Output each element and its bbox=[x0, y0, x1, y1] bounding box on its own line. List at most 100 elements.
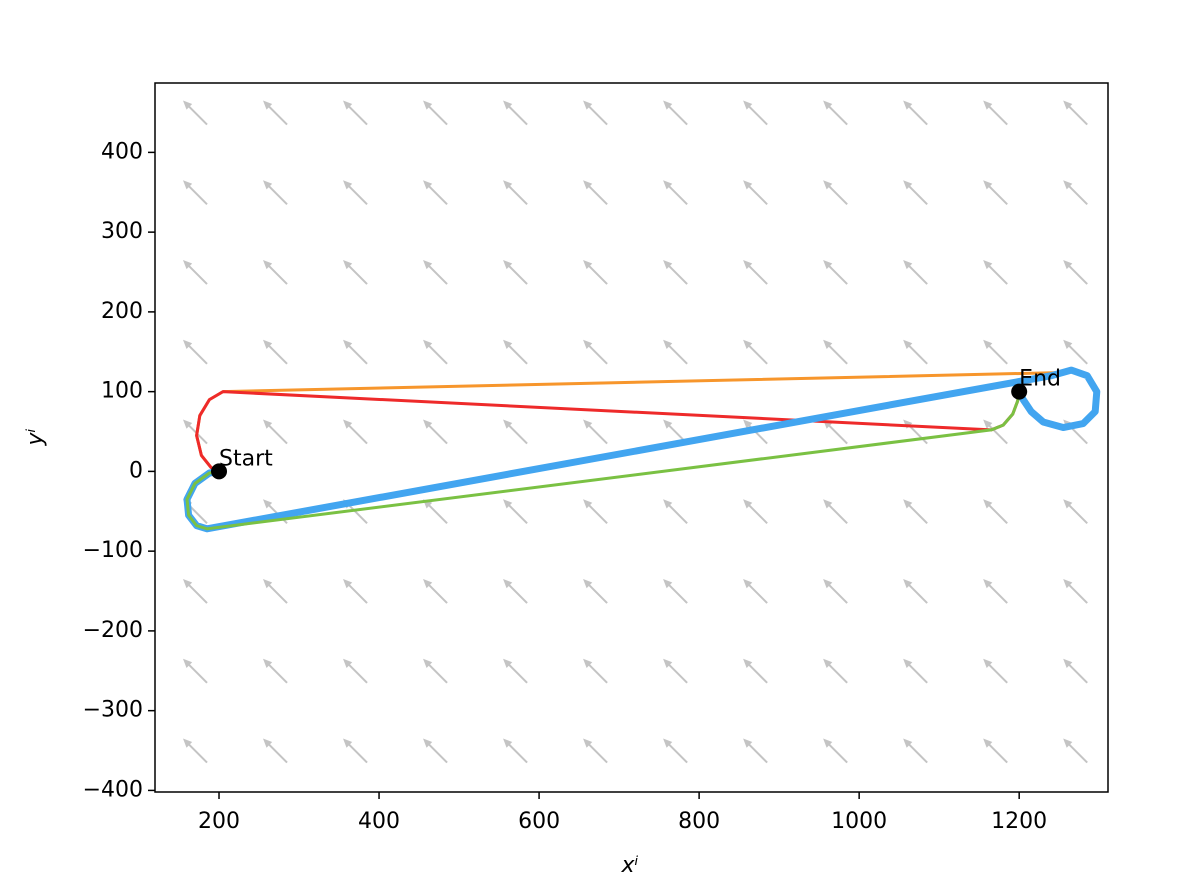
quiver-arrow bbox=[423, 100, 448, 126]
quiver-arrow bbox=[983, 658, 1008, 684]
quiver-arrow bbox=[983, 738, 1008, 764]
quiver-arrow bbox=[1063, 100, 1088, 126]
quiver-arrow bbox=[263, 658, 288, 684]
quiver-arrow bbox=[743, 579, 768, 604]
quiver-arrow bbox=[503, 180, 528, 205]
quiver-arrow bbox=[743, 259, 768, 285]
quiver-arrow bbox=[903, 658, 928, 684]
point-label: Start bbox=[219, 446, 273, 471]
quiver-arrow bbox=[903, 738, 928, 764]
quiver-arrow bbox=[263, 180, 288, 205]
quiver-arrow bbox=[823, 100, 848, 126]
quiver-arrow bbox=[343, 259, 368, 285]
quiver-arrow bbox=[182, 579, 208, 604]
y-tick-label: 0 bbox=[129, 458, 143, 483]
quiver-arrow bbox=[583, 499, 608, 524]
quiver-arrow bbox=[983, 499, 1008, 524]
quiver-arrow bbox=[343, 419, 368, 445]
quiver-arrow bbox=[583, 738, 608, 764]
quiver-arrow bbox=[743, 499, 768, 524]
quiver-arrow bbox=[743, 419, 768, 445]
quiver-arrow bbox=[182, 100, 208, 126]
point-marker bbox=[211, 463, 228, 480]
y-tick-label: −400 bbox=[83, 777, 143, 802]
quiver-arrow bbox=[423, 499, 448, 524]
quiver-arrow bbox=[343, 738, 368, 764]
quiver-arrow bbox=[663, 339, 688, 365]
quiver-arrow bbox=[903, 259, 928, 285]
quiver-arrow bbox=[423, 658, 448, 684]
quiver-arrow bbox=[1063, 658, 1088, 684]
quiver-arrow bbox=[182, 419, 208, 445]
quiver-arrow bbox=[423, 180, 448, 205]
x-tick-label: 1000 bbox=[831, 809, 887, 834]
quiver-arrow bbox=[823, 259, 848, 285]
quiver-arrow bbox=[423, 259, 448, 285]
quiver-arrow bbox=[583, 419, 608, 445]
trajectory bbox=[185, 390, 1021, 531]
quiver-arrow bbox=[182, 180, 208, 205]
quiver-arrow bbox=[663, 579, 688, 604]
quiver-arrow bbox=[743, 658, 768, 684]
quiver-arrow bbox=[263, 579, 288, 604]
quiver-arrow bbox=[663, 499, 688, 524]
quiver-arrow bbox=[823, 738, 848, 764]
quiver-arrow bbox=[823, 579, 848, 604]
x-tick-label: 600 bbox=[518, 809, 560, 834]
quiver-arrow bbox=[503, 579, 528, 604]
point-label: End bbox=[1019, 367, 1061, 392]
quiver-arrow bbox=[1063, 259, 1088, 285]
quiver-arrow bbox=[583, 180, 608, 205]
y-tick-label: 400 bbox=[101, 139, 143, 164]
quiver-arrow bbox=[663, 100, 688, 126]
quiver-arrow bbox=[983, 339, 1008, 365]
x-tick-label: 800 bbox=[678, 809, 720, 834]
quiver-arrow bbox=[343, 658, 368, 684]
quiver-arrow bbox=[263, 100, 288, 126]
quiver-arrow bbox=[182, 259, 208, 285]
quiver-arrow bbox=[583, 100, 608, 126]
quiver-arrow bbox=[903, 339, 928, 365]
point-marker bbox=[1011, 383, 1028, 400]
quiver-arrow bbox=[1063, 339, 1088, 365]
quiver-arrow bbox=[1063, 499, 1088, 524]
y-tick-label: 300 bbox=[101, 219, 143, 244]
quiver-arrow bbox=[743, 738, 768, 764]
quiver-arrow bbox=[663, 658, 688, 684]
quiver-arrow bbox=[663, 259, 688, 285]
quiver-arrow bbox=[983, 180, 1008, 205]
quiver-arrow bbox=[263, 738, 288, 764]
quiver-arrow bbox=[503, 259, 528, 285]
quiver-arrow bbox=[583, 658, 608, 684]
quiver-arrow bbox=[503, 100, 528, 126]
quiver-arrow bbox=[983, 419, 1008, 445]
quiver-arrow bbox=[903, 100, 928, 126]
quiver-arrow bbox=[263, 259, 288, 285]
quiver-arrow bbox=[823, 499, 848, 524]
quiver-arrow bbox=[503, 658, 528, 684]
quiver-arrow bbox=[343, 339, 368, 365]
quiver-arrow bbox=[903, 579, 928, 604]
y-tick-label: −300 bbox=[83, 698, 143, 723]
quiver-arrow bbox=[343, 180, 368, 205]
y-tick-label: −200 bbox=[83, 618, 143, 643]
trajectory bbox=[195, 371, 1065, 473]
quiver-arrow bbox=[903, 499, 928, 524]
quiver-arrow bbox=[583, 339, 608, 365]
x-axis-label: xⁱ bbox=[621, 853, 639, 878]
quiver-arrow bbox=[823, 339, 848, 365]
quiver-arrow bbox=[583, 579, 608, 604]
quiver-arrow bbox=[343, 579, 368, 604]
quiver-arrow bbox=[903, 180, 928, 205]
quiver-arrow bbox=[182, 339, 208, 365]
quiver-arrow bbox=[182, 658, 208, 684]
quiver-arrow bbox=[663, 180, 688, 205]
quiver-arrow bbox=[263, 419, 288, 445]
x-tick-label: 1200 bbox=[991, 809, 1047, 834]
quiver-arrow bbox=[423, 339, 448, 365]
quiver-arrow bbox=[343, 100, 368, 126]
quiver-arrow bbox=[583, 259, 608, 285]
quiver-arrow bbox=[743, 180, 768, 205]
quiver-arrow bbox=[182, 738, 208, 764]
